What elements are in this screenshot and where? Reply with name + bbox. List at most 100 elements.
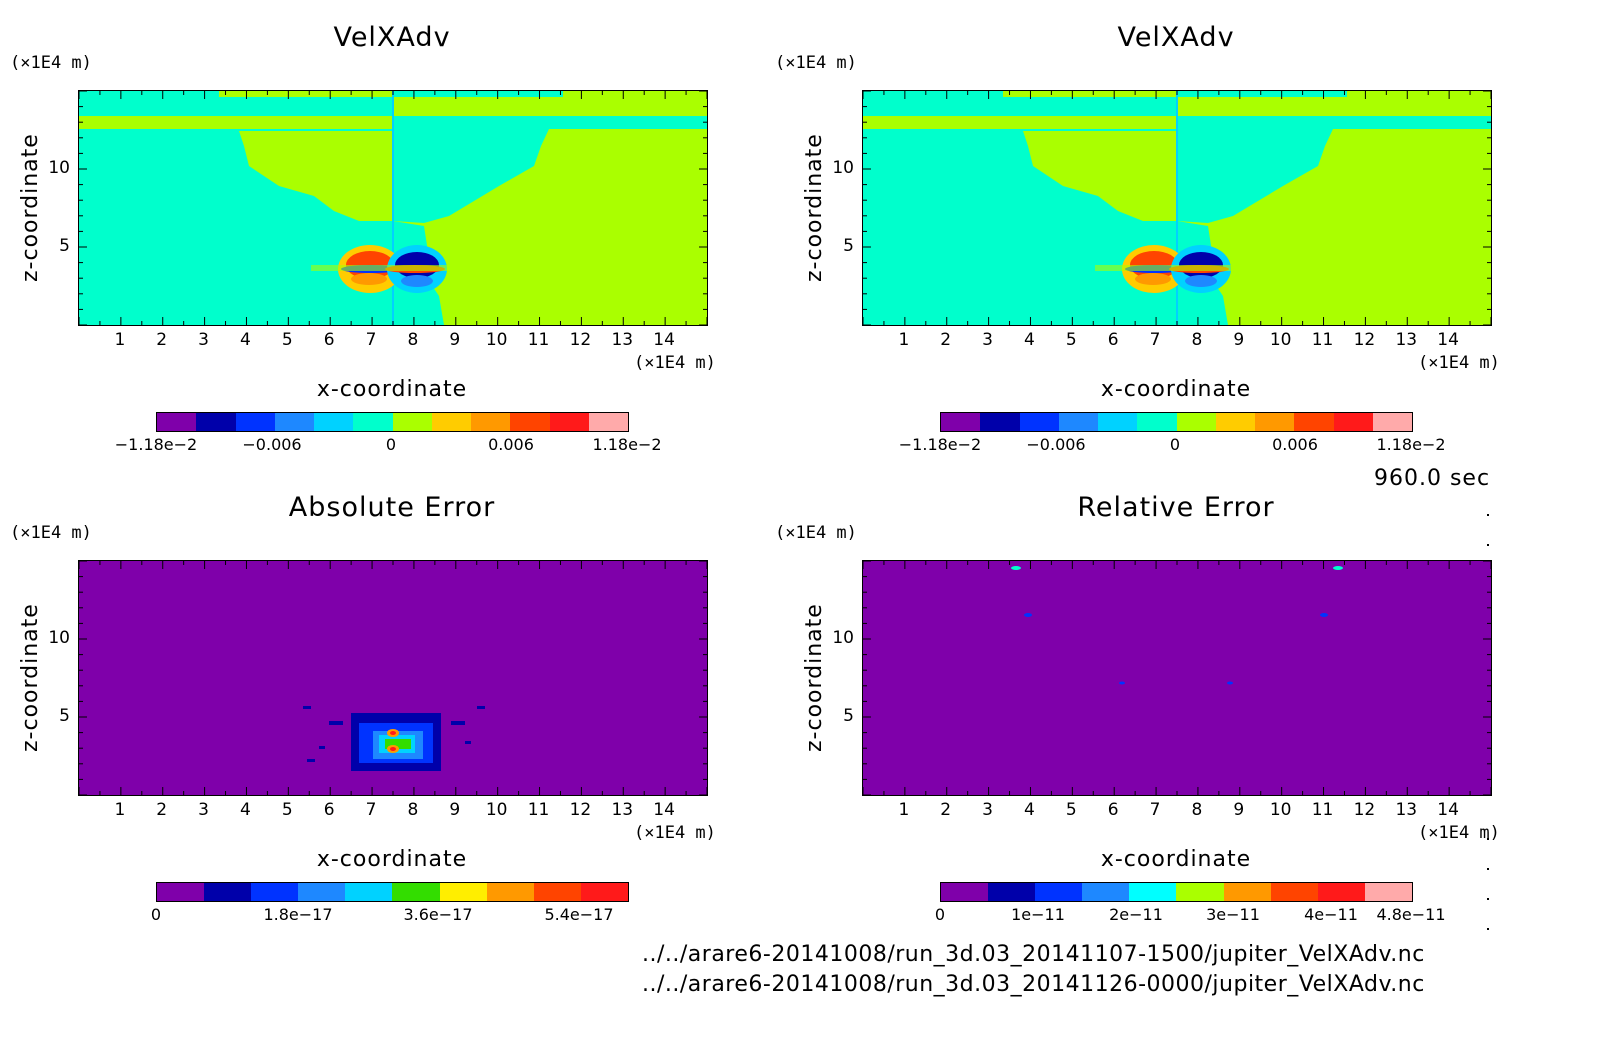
colorbar-label: 4.8e−11	[1376, 905, 1446, 924]
colorbar-label: −1.18e−2	[898, 435, 982, 454]
x-tick-label: 1	[898, 330, 910, 350]
x-tick-label: 12	[1353, 800, 1376, 820]
colorbar-swatch	[1294, 413, 1334, 431]
rel-error-contour	[863, 561, 1491, 795]
x-tick-label: 7	[365, 800, 377, 820]
x-tick-label: 4	[1024, 330, 1035, 350]
colorbar-swatch	[471, 413, 511, 431]
x-axis-label: x-coordinate	[316, 377, 468, 402]
x-tick-label: 6	[323, 330, 335, 350]
y-tick-label: 10	[832, 628, 854, 648]
colorbar-swatch	[1129, 883, 1177, 901]
colorbar-swatch	[1223, 883, 1271, 901]
x-tick-label: 14	[1437, 800, 1459, 820]
x-tick-label: 11	[527, 330, 550, 350]
colorbar-swatch	[588, 413, 628, 431]
colorbar-swatch	[988, 883, 1036, 901]
x-tick-label: 14	[1437, 330, 1459, 350]
x-tick-label: 3	[982, 800, 994, 820]
x-tick-label: 7	[365, 330, 377, 350]
panel-title: VelXAdv	[1117, 22, 1235, 53]
colorbar-label: 0	[1169, 435, 1181, 454]
y-tick-label: 5	[59, 236, 70, 256]
colorbar-swatch	[486, 883, 534, 901]
colorbar-swatch	[345, 883, 393, 901]
y-unit-label: (×1E4 m)	[10, 53, 92, 73]
colorbar-swatch	[580, 883, 628, 901]
marker-dot	[1487, 514, 1489, 516]
colorbar-label: 0.006	[488, 435, 534, 454]
colorbar-swatch	[1255, 413, 1295, 431]
colorbar	[940, 882, 1413, 902]
x-axis-label: x-coordinate	[1100, 847, 1252, 872]
axis-ticks	[79, 91, 707, 325]
y-tick-label: 5	[843, 236, 854, 256]
file-path: ../../arare6-20141008/run_3d.03_20141126…	[642, 972, 1425, 997]
panel-title: VelXAdv	[333, 22, 451, 53]
x-unit-label: (×1E4 m)	[634, 823, 716, 843]
colorbar-label: −0.006	[242, 435, 302, 454]
x-tick-label: 7	[1149, 800, 1161, 820]
colorbar-swatch	[392, 413, 432, 431]
colorbar-label: 3.6e−17	[403, 905, 473, 924]
heatmap-plot-area	[862, 560, 1492, 796]
x-tick-label: 11	[527, 800, 550, 820]
colorbar-swatch	[1082, 883, 1130, 901]
x-tick-label: 13	[1395, 800, 1418, 820]
colorbar-swatch	[1098, 413, 1138, 431]
colorbar-swatch	[549, 413, 589, 431]
time-label: 960.0 sec	[1374, 466, 1491, 491]
y-axis-label: z-coordinate	[18, 603, 43, 752]
x-tick-label: 6	[1107, 330, 1119, 350]
colorbar-swatch	[1317, 883, 1365, 901]
colorbar	[156, 412, 629, 432]
x-tick-label: 1	[114, 800, 126, 820]
axis-ticks	[79, 561, 707, 795]
x-unit-label: (×1E4 m)	[634, 353, 716, 373]
x-tick-label: 5	[281, 800, 293, 820]
x-tick-label: 9	[1233, 800, 1245, 820]
axis-ticks	[863, 91, 1491, 325]
colorbar-swatch	[392, 883, 440, 901]
file-path: ../../arare6-20141008/run_3d.03_20141107…	[642, 942, 1425, 967]
colorbar-swatch	[1035, 883, 1083, 901]
colorbar-label: 0.006	[1272, 435, 1318, 454]
y-unit-label: (×1E4 m)	[775, 53, 857, 73]
x-tick-label: 12	[1353, 330, 1376, 350]
colorbar-swatch	[1270, 883, 1318, 901]
colorbar-swatch	[510, 413, 550, 431]
y-tick-label: 5	[59, 706, 70, 726]
colorbar-swatch	[1372, 413, 1412, 431]
colorbar-label: −0.006	[1026, 435, 1086, 454]
x-tick-label: 9	[1233, 330, 1245, 350]
x-unit-label: (×1E4 m)	[1418, 823, 1500, 843]
colorbar-swatch	[1058, 413, 1098, 431]
x-tick-label: 2	[156, 800, 168, 820]
x-tick-label: 14	[653, 800, 675, 820]
x-tick-label: 13	[1395, 330, 1418, 350]
x-tick-label: 7	[1149, 330, 1161, 350]
marker-dot	[1487, 544, 1489, 546]
colorbar-swatch	[533, 883, 581, 901]
x-tick-label: 4	[1024, 800, 1035, 820]
panel-title: Relative Error	[1077, 492, 1275, 523]
x-axis-label: x-coordinate	[316, 847, 468, 872]
abs-error-contour	[79, 561, 707, 795]
velxadv-contour	[863, 91, 1491, 325]
x-tick-label: 2	[940, 330, 952, 350]
colorbar-swatch	[314, 413, 354, 431]
colorbar-swatch	[439, 883, 487, 901]
colorbar-label: 0	[150, 905, 162, 924]
marker-dot	[1487, 928, 1489, 930]
colorbar-swatch	[431, 413, 471, 431]
x-tick-label: 3	[198, 800, 210, 820]
x-tick-label: 3	[982, 330, 994, 350]
y-axis-label: z-coordinate	[18, 133, 43, 282]
x-tick-label: 8	[1191, 800, 1203, 820]
colorbar-label: 0	[385, 435, 397, 454]
x-tick-label: 8	[1191, 330, 1203, 350]
colorbar-swatch	[1215, 413, 1255, 431]
x-tick-label: 4	[240, 800, 251, 820]
x-tick-label: 11	[1311, 330, 1334, 350]
x-tick-label: 2	[156, 330, 168, 350]
